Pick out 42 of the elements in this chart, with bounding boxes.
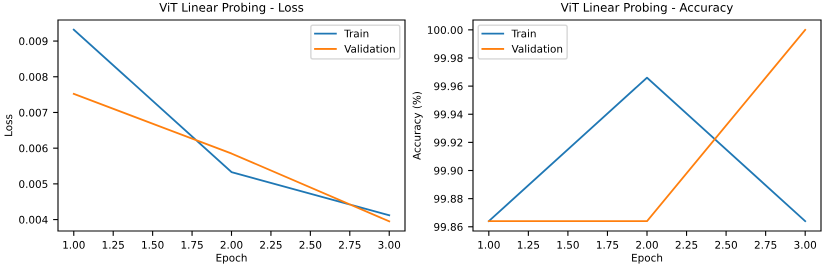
x-tick-label: 1.75 — [182, 241, 203, 249]
x-tick-label: 2.75 — [754, 240, 776, 249]
y-tick-label: 99.96 — [434, 82, 463, 90]
x-tick-label: 1.75 — [597, 241, 618, 249]
y-tick-label: 0.005 — [19, 180, 48, 188]
legend-label: Train — [344, 29, 368, 38]
y-tick-label: 0.007 — [19, 108, 48, 117]
y-tick-label: 99.98 — [434, 54, 463, 62]
y-tick-label: 99.86 — [434, 223, 463, 231]
y-tick-label: 99.92 — [434, 138, 462, 146]
chart-title: ViT Linear Probing - Accuracy — [560, 2, 733, 14]
legend-label: Train — [512, 29, 536, 38]
x-tick-label: 2.50 — [715, 240, 737, 249]
x-tick-label: 1.00 — [478, 240, 500, 249]
x-tick-label: 2.50 — [300, 240, 322, 249]
y-tick-label: 0.004 — [19, 216, 48, 224]
y-axis-title: Accuracy (%) — [412, 92, 423, 160]
x-axis-title: Epoch — [216, 254, 247, 264]
y-tick-label: 99.94 — [434, 110, 463, 118]
chart-title: ViT Linear Probing - Loss — [159, 2, 304, 14]
y-tick-label: 0.009 — [19, 37, 48, 46]
legend-label: Validation — [344, 44, 395, 53]
x-tick-label: 3.00 — [794, 240, 816, 249]
y-tick-label: 0.006 — [19, 144, 48, 152]
x-tick-label: 1.50 — [557, 240, 579, 249]
x-tick-label: 2.00 — [220, 240, 242, 249]
x-axis-title: Epoch — [632, 254, 662, 264]
y-tick-label: 99.88 — [434, 194, 463, 203]
x-tick-label: 2.25 — [260, 240, 282, 249]
x-tick-label: 1.25 — [518, 240, 540, 249]
x-tick-label: 2.75 — [338, 240, 360, 249]
x-tick-label: 1.00 — [63, 240, 85, 249]
x-tick-label: 1.25 — [102, 240, 124, 249]
y-axis-title: Loss — [4, 114, 12, 136]
y-tick-label: 99.90 — [434, 166, 463, 175]
x-tick-label: 2.25 — [676, 240, 698, 249]
y-tick-label: 0.008 — [19, 72, 48, 81]
x-tick-label: 1.50 — [142, 240, 164, 249]
x-tick-label: 2.00 — [636, 240, 658, 249]
legend-label: Validation — [512, 44, 562, 53]
y-tick-label: 100.00 — [428, 26, 463, 34]
x-tick-label: 3.00 — [378, 240, 400, 249]
